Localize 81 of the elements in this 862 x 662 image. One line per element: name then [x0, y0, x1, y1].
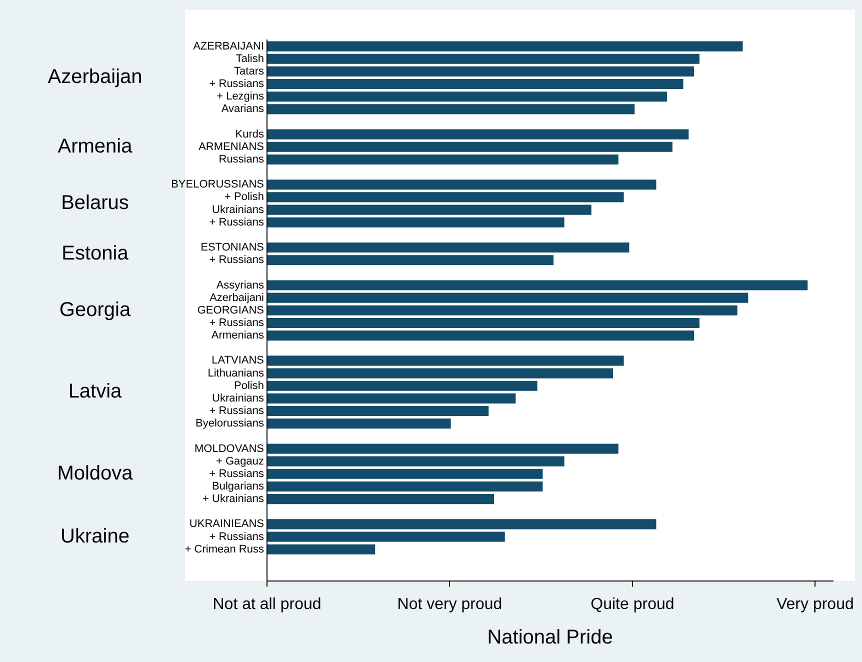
bar — [268, 532, 505, 542]
y-tick-label: ARMENIANS — [198, 140, 264, 153]
y-tick-label: Armenians — [211, 330, 264, 342]
y-tick-label: + Russians — [209, 530, 264, 543]
y-tick-label: + Russians — [209, 405, 264, 418]
bar — [268, 280, 808, 290]
bar — [268, 255, 554, 266]
y-tick-label: Byelorussians — [196, 418, 264, 430]
text: Georgia — [59, 298, 132, 321]
y-tick-label: LATVIANS — [212, 354, 264, 367]
y-tick-label: + Russians — [209, 317, 264, 330]
text: Armenia — [58, 135, 134, 158]
text: Ukraine — [60, 525, 130, 548]
y-tick-label: MOLDOVANS — [194, 442, 264, 455]
y-tick-label: GEORGIANS — [197, 304, 264, 316]
y-tick-label: + Gagauz — [216, 455, 264, 468]
bar — [268, 66, 694, 76]
y-tick-label: ESTONIANS — [200, 242, 264, 254]
y-tick-label: Russians — [218, 154, 264, 166]
bar — [268, 418, 451, 429]
y-tick-label: BYELORUSSIANS — [171, 178, 264, 191]
bar — [268, 330, 694, 341]
y-tick-label: Lithuanians — [208, 367, 264, 380]
bar — [268, 305, 738, 316]
bar — [268, 78, 684, 90]
y-tick-label: Assyrians — [216, 279, 264, 292]
text: Estonia — [62, 242, 130, 264]
bar — [268, 54, 700, 64]
y-tick-label: + Lezgins — [216, 90, 264, 103]
y-tick-label: Tatars — [234, 65, 264, 78]
bar — [268, 104, 635, 114]
y-tick-label: Avarians — [221, 103, 264, 116]
y-tick-label: UKRAINIEANS — [189, 518, 264, 530]
y-tick-label: Talish — [236, 52, 264, 65]
bar — [268, 92, 668, 102]
y-tick-label: + Ukrainians — [202, 493, 264, 506]
y-tick-label: + Crimean Russ — [184, 543, 264, 556]
bar — [268, 393, 516, 404]
bar — [268, 318, 700, 328]
text: Azerbaijan — [48, 66, 142, 88]
y-tick-label: + Russians — [209, 78, 264, 90]
bar — [268, 292, 748, 303]
bar — [268, 481, 543, 492]
y-tick-label: Ukrainians — [212, 392, 264, 404]
bar — [268, 368, 613, 378]
y-tick-label: AZERBAIJANI — [193, 40, 264, 52]
text: Not at all proud — [212, 596, 322, 613]
x-axis-title: National Pride — [487, 626, 613, 649]
text: Very proud — [776, 596, 854, 613]
bar — [268, 468, 543, 479]
y-tick-label: Ukrainians — [212, 204, 264, 216]
text: Latvia — [68, 380, 123, 403]
bar — [268, 217, 564, 228]
y-tick-label: Azerbaijani — [210, 292, 264, 304]
y-tick-label: Bulgarians — [212, 480, 264, 493]
bar — [268, 129, 689, 140]
bar — [268, 380, 538, 391]
bar — [268, 204, 592, 215]
text: Moldova — [57, 462, 134, 484]
bar — [268, 242, 630, 253]
y-tick-label: + Russians — [209, 216, 264, 228]
bar — [268, 180, 656, 190]
bar — [268, 406, 489, 416]
bar — [268, 519, 656, 530]
bar — [268, 192, 624, 202]
bar — [268, 142, 672, 152]
bar — [268, 444, 618, 454]
bar — [268, 154, 618, 165]
text: Belarus — [61, 192, 129, 214]
bar — [268, 494, 494, 504]
text: Quite proud — [590, 596, 674, 613]
y-tick-label: + Russians — [209, 468, 264, 480]
bar — [268, 41, 743, 52]
y-tick-label: + Russians — [209, 254, 264, 266]
y-tick-label: + Polish — [224, 191, 264, 204]
bar — [268, 456, 564, 466]
bar — [268, 356, 624, 366]
text: Not very proud — [397, 596, 502, 613]
y-tick-label: Polish — [234, 380, 264, 392]
y-tick-label: Kurds — [235, 128, 264, 140]
bar — [268, 544, 376, 554]
